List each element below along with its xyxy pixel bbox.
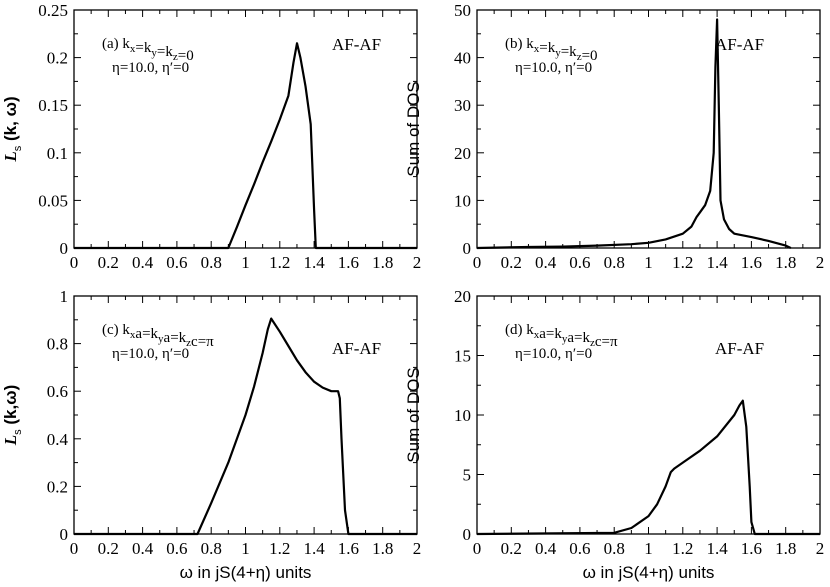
chart-panel-a: 0 0.2 0.4 0.6 0.8 1 1.2 1.4 1.6 1.8 2 0 0.05 0.1 0.15 0…	[1, 1, 421, 272]
x-tick-label: 0	[473, 253, 482, 272]
y-tick-label: 30	[454, 96, 471, 115]
x-tick-label: 0.8	[201, 539, 222, 558]
x-tick-label: 1.6	[338, 253, 359, 272]
chart-panel-b: 0 0.2 0.4 0.6 0.8 1 1.2 1.4 1.6 1.8 201020304050(b…	[404, 1, 824, 272]
corner-label: AF-AF	[332, 339, 381, 358]
y-tick-label: 50	[454, 1, 471, 20]
y-tick-label: 0.05	[38, 191, 68, 210]
series-line	[476, 399, 820, 536]
panel-annotation-line2: η=10.0, η′=0	[515, 60, 592, 76]
x-axis-label: ω in jS(4+η) units	[583, 563, 715, 582]
y-tick-label: 5	[463, 466, 472, 485]
x-tick-label: 1	[241, 253, 250, 272]
x-tick-label: 0.8	[201, 253, 222, 272]
y-tick-label: 0.2	[47, 477, 68, 496]
x-tick-label: 0.4	[132, 253, 154, 272]
y-tick-label: 1	[60, 287, 69, 306]
x-tick-label: 1.8	[775, 253, 796, 272]
x-axis-label: ω in jS(4+η) units	[180, 563, 312, 582]
panel-annotation-line1: (b) kx=ky=kz=0	[505, 36, 598, 64]
x-tick-label: 1.2	[269, 539, 290, 558]
x-tick-label: 1.4	[303, 539, 325, 558]
y-axis-label: Sum of DOS	[404, 81, 423, 176]
panel-annotation-line1: (c) kxa=kya=kzc=π	[102, 322, 214, 350]
x-tick-label: 1	[241, 539, 250, 558]
series-line	[74, 42, 417, 250]
y-tick-label: 0.6	[47, 382, 68, 401]
x-tick-label: 0	[70, 253, 79, 272]
x-tick-label: 0.6	[166, 253, 187, 272]
x-tick-label: 2	[816, 253, 825, 272]
x-tick-label: 0.2	[98, 539, 119, 558]
chart-panel-c: 0 0.2 0.4 0.6 0.8 1 1.2 1.4 1.6 1.8 2 0 0.2 0.4 0.6 0.8…	[1, 287, 421, 582]
x-tick-label: 2	[413, 253, 422, 272]
x-tick-label: 1.6	[338, 539, 359, 558]
y-tick-label: 0	[60, 525, 69, 544]
panel-annotation-line2: η=10.0, η′=0	[112, 346, 189, 362]
x-tick-label: 0.4	[132, 539, 154, 558]
y-tick-label: 40	[454, 49, 471, 68]
corner-label: AF-AF	[715, 339, 764, 358]
panel-annotation-line1: (a) kx=ky=kz=0	[102, 36, 194, 64]
x-tick-label: 0.8	[604, 539, 625, 558]
x-tick-label: 1.4	[706, 253, 728, 272]
x-tick-label: 0	[70, 539, 79, 558]
y-tick-label: 0.15	[38, 96, 68, 115]
x-tick-label: 1.6	[741, 253, 762, 272]
corner-label: AF-AF	[715, 35, 764, 54]
x-tick-label: 0.2	[501, 253, 522, 272]
y-tick-label: 0	[60, 239, 69, 258]
x-tick-label: 0.4	[535, 253, 557, 272]
x-tick-label: 0.8	[604, 253, 625, 272]
x-tick-label: 2	[816, 539, 825, 558]
y-tick-label: 20	[454, 144, 471, 163]
x-tick-label: 0.4	[535, 539, 557, 558]
x-tick-label: 1.8	[775, 539, 796, 558]
x-tick-label: 0.2	[98, 253, 119, 272]
x-tick-label: 1	[644, 539, 653, 558]
y-tick-label: 0.2	[47, 49, 68, 68]
x-tick-label: 0.6	[166, 539, 187, 558]
series-line	[74, 317, 417, 536]
y-tick-label: 0.25	[38, 1, 68, 20]
y-tick-label: 0.8	[47, 335, 68, 354]
y-tick-label: 10	[454, 406, 471, 425]
x-tick-label: 1.2	[269, 253, 290, 272]
y-tick-label: 0	[463, 525, 472, 544]
x-tick-label: 0.2	[501, 539, 522, 558]
x-tick-label: 2	[413, 539, 422, 558]
x-tick-label: 1.8	[372, 539, 393, 558]
y-axis-label: Ls (k, ω)	[1, 96, 24, 162]
y-tick-label: 0.1	[47, 144, 68, 163]
panel-annotation-line2: η=10.0, η′=0	[112, 60, 189, 76]
x-tick-label: 0.6	[569, 539, 590, 558]
panel-annotation-line1: (d) kxa=kya=kzc=π	[505, 322, 618, 350]
y-axis-label: Ls (k,ω)	[1, 385, 24, 446]
panel-annotation-line2: η=10.0, η′=0	[515, 346, 592, 362]
x-tick-label: 1.4	[706, 539, 728, 558]
y-tick-label: 0	[463, 239, 472, 258]
y-axis-label: Sum of DOS	[404, 367, 423, 462]
y-tick-label: 15	[454, 347, 471, 366]
x-tick-label: 0.6	[569, 253, 590, 272]
x-tick-label: 1	[644, 253, 653, 272]
x-tick-label: 1.6	[741, 539, 762, 558]
x-tick-label: 1.2	[672, 539, 693, 558]
x-tick-label: 1.4	[303, 253, 325, 272]
y-tick-label: 20	[454, 287, 471, 306]
series-line	[476, 18, 792, 250]
y-tick-label: 0.4	[47, 430, 69, 449]
y-tick-label: 10	[454, 191, 471, 210]
corner-label: AF-AF	[332, 35, 381, 54]
x-tick-label: 0	[473, 539, 482, 558]
x-tick-label: 1.8	[372, 253, 393, 272]
x-tick-label: 1.2	[672, 253, 693, 272]
